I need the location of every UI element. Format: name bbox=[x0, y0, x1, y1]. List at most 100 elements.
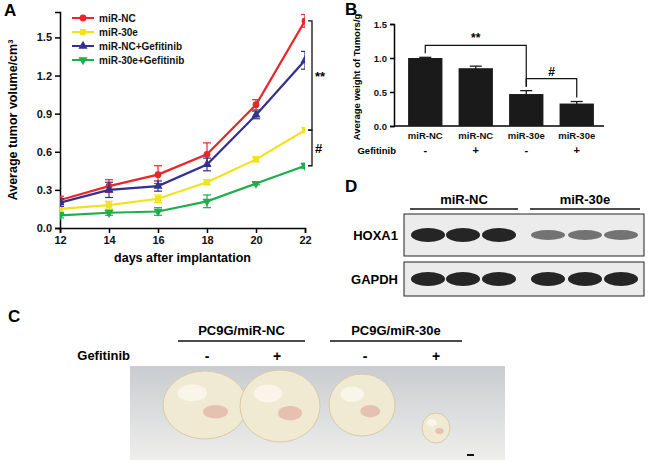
series-line bbox=[60, 60, 305, 202]
error-bar-cap bbox=[154, 194, 162, 195]
marker bbox=[202, 159, 211, 167]
tick: 0.0 bbox=[37, 222, 60, 234]
marker bbox=[300, 163, 305, 171]
error-bar-cap bbox=[154, 165, 162, 166]
annotation: ** bbox=[471, 31, 481, 45]
group-underline bbox=[178, 340, 305, 342]
error-bar-cap bbox=[60, 206, 64, 207]
tick-label: 0.0 bbox=[37, 222, 52, 234]
error-bar-cap bbox=[571, 101, 583, 102]
error-bar-cap bbox=[154, 191, 162, 192]
tick-mark bbox=[55, 152, 60, 154]
tick: 0.9 bbox=[37, 108, 60, 120]
tick: miR-NC bbox=[458, 126, 493, 141]
error-bar-cap bbox=[105, 197, 113, 198]
error-bar bbox=[203, 158, 211, 171]
annotation: ** bbox=[315, 69, 326, 84]
photo-background bbox=[130, 366, 505, 460]
blot-strip bbox=[404, 262, 644, 296]
tick-label: 18 bbox=[201, 234, 213, 246]
marker bbox=[60, 213, 65, 221]
group-underline bbox=[330, 340, 462, 342]
error-bar bbox=[571, 102, 583, 106]
marker bbox=[153, 209, 162, 217]
legend-marker bbox=[78, 41, 87, 49]
marker bbox=[251, 181, 260, 189]
marker bbox=[106, 202, 112, 208]
error-bar-cap bbox=[203, 142, 211, 143]
tick-mark bbox=[256, 228, 258, 233]
row-label: GAPDH bbox=[351, 272, 398, 287]
x-axis: miR-NCmiR-NCmiR-30emiR-30e bbox=[394, 126, 604, 141]
series-line bbox=[60, 166, 305, 216]
significance-bracket bbox=[526, 79, 576, 98]
error-bar bbox=[105, 180, 113, 193]
tick-label: 20 bbox=[250, 234, 262, 246]
marker bbox=[202, 199, 211, 207]
tick-label: 0.5 bbox=[374, 87, 388, 98]
legend-marker bbox=[80, 15, 87, 22]
error-bar-cap bbox=[301, 69, 305, 70]
error-bar bbox=[252, 157, 260, 162]
row-label: HOXA1 bbox=[353, 228, 398, 243]
blot-band bbox=[482, 228, 516, 242]
tick: 0.3 bbox=[37, 184, 60, 196]
annotation: # bbox=[315, 141, 323, 156]
tick: miR-30e bbox=[508, 126, 545, 141]
tick-mark bbox=[390, 58, 394, 60]
treatment-label: + bbox=[273, 348, 281, 364]
series-line bbox=[60, 130, 305, 209]
tick-label: 12 bbox=[54, 234, 66, 246]
blot-band bbox=[604, 272, 638, 286]
tick: 1.0 bbox=[374, 53, 394, 64]
y-axis: 0.00.30.60.91.21.5 bbox=[37, 13, 61, 235]
marker bbox=[155, 196, 161, 202]
tick-label: 0.9 bbox=[37, 108, 52, 120]
marker bbox=[204, 179, 210, 185]
tick: 12 bbox=[54, 228, 66, 246]
tick-label: 0.3 bbox=[37, 184, 52, 196]
marker bbox=[60, 206, 63, 212]
blot-band bbox=[482, 272, 516, 286]
marker bbox=[60, 197, 65, 205]
tick-label: 16 bbox=[152, 234, 164, 246]
tick: 14 bbox=[103, 228, 116, 246]
tumor-vessel bbox=[435, 428, 443, 434]
error-bar-cap bbox=[203, 170, 211, 171]
legend-label: miR-NC+Gefitinib bbox=[99, 41, 182, 52]
error-bar-cap bbox=[301, 14, 305, 15]
error-bar bbox=[60, 206, 64, 211]
tumor-vessel bbox=[203, 405, 228, 419]
tick-label: miR-NC bbox=[458, 130, 493, 141]
significance-bracket bbox=[308, 130, 312, 166]
marker bbox=[104, 185, 113, 193]
marker bbox=[300, 55, 305, 63]
blot-band bbox=[446, 272, 480, 286]
blot-band bbox=[568, 230, 602, 240]
blot-band bbox=[531, 272, 565, 286]
tick-label: 1.5 bbox=[374, 19, 388, 30]
panel-title: D bbox=[345, 177, 357, 196]
tick: 1.2 bbox=[37, 70, 60, 82]
error-bar-cap bbox=[105, 182, 113, 183]
bar bbox=[408, 58, 442, 126]
axis-line bbox=[61, 229, 306, 234]
tick-mark bbox=[55, 228, 60, 230]
group-underline bbox=[410, 208, 518, 210]
bracket-line bbox=[308, 21, 312, 130]
panel-title: A bbox=[4, 1, 16, 20]
error-bar bbox=[203, 195, 211, 208]
tick: 0.0 bbox=[374, 121, 394, 132]
marker bbox=[253, 101, 260, 108]
treatment-label: - bbox=[363, 348, 368, 364]
tick: miR-NC bbox=[408, 126, 443, 141]
tick-label: miR-30e bbox=[508, 130, 545, 141]
error-bar-cap bbox=[252, 99, 260, 100]
legend-entry: miR-30e+Gefitinib bbox=[72, 55, 184, 66]
error-bar-cap bbox=[252, 118, 260, 119]
row-label: Gefitinib bbox=[77, 348, 130, 363]
marker bbox=[253, 156, 259, 162]
blot-band bbox=[446, 228, 480, 242]
tumor-highlight bbox=[341, 386, 364, 402]
tick-mark bbox=[55, 190, 60, 192]
